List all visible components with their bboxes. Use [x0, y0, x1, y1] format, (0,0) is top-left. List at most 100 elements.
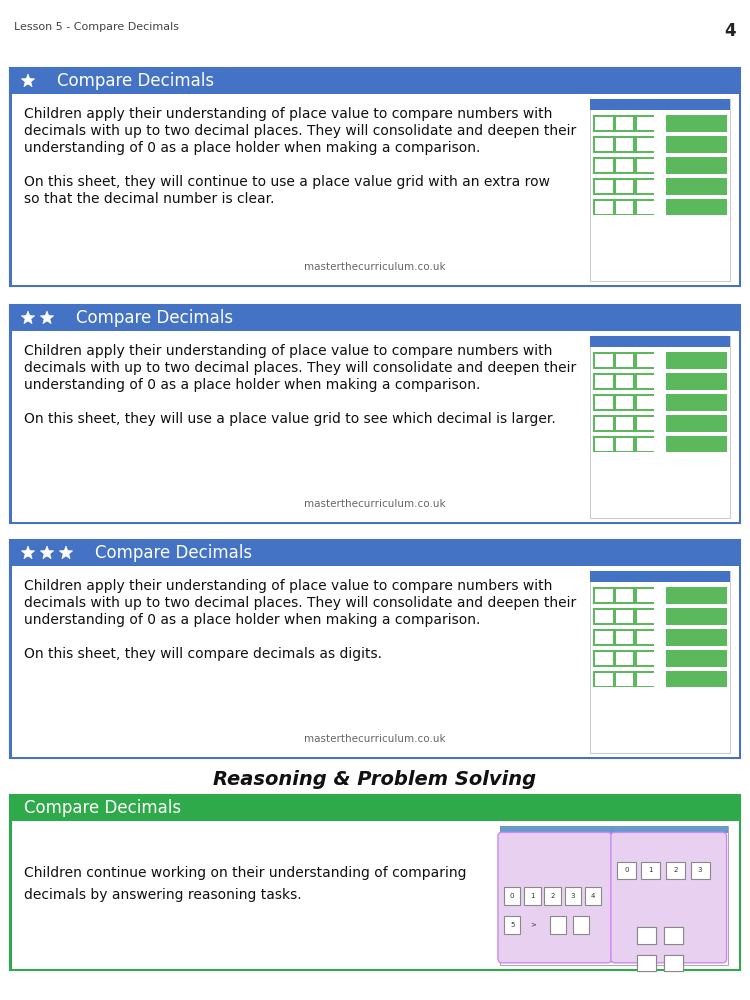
Bar: [10, 305, 740, 523]
Bar: [592, 629, 655, 646]
Text: 3: 3: [571, 893, 575, 899]
Bar: [665, 608, 728, 625]
Text: Reasoning & Problem Solving: Reasoning & Problem Solving: [214, 770, 536, 789]
Bar: [664, 955, 683, 971]
Bar: [565, 887, 581, 905]
Bar: [665, 587, 728, 604]
Bar: [616, 396, 634, 409]
Bar: [616, 159, 634, 172]
Text: Compare Decimals: Compare Decimals: [95, 544, 252, 562]
Bar: [638, 927, 656, 944]
Text: 5: 5: [510, 922, 515, 928]
Bar: [10, 68, 740, 286]
Polygon shape: [21, 311, 34, 324]
Bar: [665, 415, 728, 432]
Bar: [665, 178, 728, 195]
Bar: [500, 826, 728, 833]
Bar: [596, 396, 613, 409]
Bar: [596, 631, 613, 644]
Bar: [596, 138, 613, 151]
Bar: [616, 180, 634, 193]
Bar: [616, 417, 634, 430]
Text: 0: 0: [624, 867, 628, 873]
Bar: [641, 862, 661, 879]
Polygon shape: [21, 546, 34, 559]
Bar: [11, 821, 739, 968]
Text: Compare Decimals: Compare Decimals: [76, 309, 233, 327]
Bar: [11, 566, 739, 756]
Bar: [638, 631, 655, 644]
Bar: [592, 608, 655, 625]
Bar: [592, 115, 655, 132]
Bar: [616, 652, 634, 665]
Bar: [592, 650, 655, 667]
Text: Compare Decimals: Compare Decimals: [24, 799, 182, 817]
Polygon shape: [21, 74, 34, 87]
Text: decimals with up to two decimal places. They will consolidate and deepen their: decimals with up to two decimal places. …: [24, 361, 576, 375]
Bar: [592, 394, 655, 411]
Text: decimals with up to two decimal places. They will consolidate and deepen their: decimals with up to two decimal places. …: [24, 596, 576, 610]
Bar: [596, 652, 613, 665]
Bar: [596, 589, 613, 602]
Bar: [596, 673, 613, 686]
Bar: [616, 862, 636, 879]
Text: so that the decimal number is clear.: so that the decimal number is clear.: [24, 192, 274, 206]
Text: Children continue working on their understanding of comparing: Children continue working on their under…: [24, 866, 466, 880]
Bar: [638, 354, 655, 367]
Bar: [590, 336, 730, 518]
Text: understanding of 0 as a place holder when making a comparison.: understanding of 0 as a place holder whe…: [24, 613, 480, 627]
Text: On this sheet, they will continue to use a place value grid with an extra row: On this sheet, they will continue to use…: [24, 175, 550, 189]
Bar: [638, 610, 655, 623]
Bar: [504, 887, 520, 905]
Bar: [664, 927, 683, 944]
Text: decimals by answering reasoning tasks.: decimals by answering reasoning tasks.: [24, 888, 302, 902]
Bar: [592, 587, 655, 604]
Text: Children apply their understanding of place value to compare numbers with: Children apply their understanding of pl…: [24, 344, 552, 358]
Bar: [11, 331, 739, 522]
Bar: [665, 199, 728, 215]
Bar: [664, 955, 683, 971]
Text: 2: 2: [674, 867, 678, 873]
Bar: [665, 436, 728, 452]
Text: 0: 0: [510, 893, 515, 899]
Bar: [664, 927, 683, 944]
Bar: [592, 415, 655, 432]
Bar: [665, 136, 728, 153]
Bar: [596, 610, 613, 623]
Bar: [616, 375, 634, 388]
Bar: [596, 354, 613, 367]
Text: 4: 4: [591, 893, 596, 899]
Bar: [592, 157, 655, 174]
Text: decimals with up to two decimal places. They will consolidate and deepen their: decimals with up to two decimal places. …: [24, 124, 576, 138]
Bar: [666, 862, 685, 879]
Bar: [596, 159, 613, 172]
Bar: [665, 629, 728, 646]
FancyBboxPatch shape: [498, 832, 611, 963]
Bar: [596, 375, 613, 388]
Bar: [592, 373, 655, 390]
Bar: [11, 94, 739, 284]
Text: Children apply their understanding of place value to compare numbers with: Children apply their understanding of pl…: [24, 107, 552, 121]
Bar: [616, 610, 634, 623]
Polygon shape: [40, 311, 54, 324]
Bar: [616, 138, 634, 151]
Bar: [596, 417, 613, 430]
Bar: [596, 438, 613, 451]
Bar: [638, 138, 655, 151]
Bar: [592, 199, 655, 215]
Text: Compare Decimals: Compare Decimals: [57, 72, 214, 90]
Bar: [596, 201, 613, 214]
Bar: [638, 396, 655, 409]
Bar: [590, 99, 730, 110]
Bar: [592, 436, 655, 452]
Text: 4: 4: [724, 22, 736, 40]
Polygon shape: [59, 546, 73, 559]
Bar: [638, 589, 655, 602]
Bar: [638, 673, 655, 686]
Bar: [596, 180, 613, 193]
Bar: [665, 671, 728, 687]
Text: >: >: [530, 922, 536, 928]
Text: Children apply their understanding of place value to compare numbers with: Children apply their understanding of pl…: [24, 579, 552, 593]
Text: On this sheet, they will compare decimals as digits.: On this sheet, they will compare decimal…: [24, 647, 382, 661]
Text: On this sheet, they will use a place value grid to see which decimal is larger.: On this sheet, they will use a place val…: [24, 412, 556, 426]
